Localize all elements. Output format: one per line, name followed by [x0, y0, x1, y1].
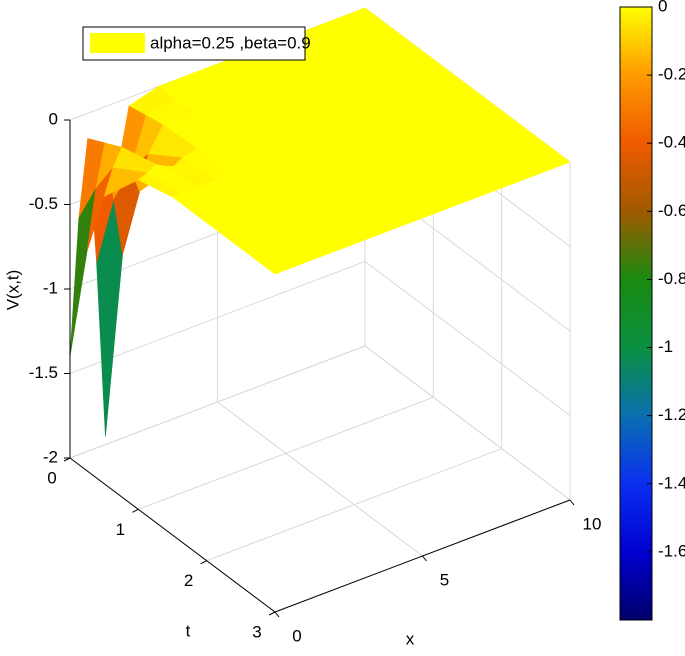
surface-patch [240, 244, 285, 275]
colorbar-tick-label: -1.4 [658, 473, 685, 492]
colorbar-tick-label: -1.6 [658, 541, 685, 560]
x-tick-label: 0 [292, 626, 301, 645]
z-axis-title: V(x,t) [3, 270, 22, 311]
x-tick-label: 10 [583, 514, 602, 533]
t-tick [63, 457, 71, 462]
t-tick-label: 0 [47, 468, 56, 487]
grid-line [138, 396, 434, 510]
x-tick-label: 5 [440, 570, 449, 589]
colorbar-tick-label: -0.4 [658, 133, 685, 152]
t-tick [132, 508, 139, 513]
legend-swatch [90, 33, 145, 53]
z-tick-label: -1 [43, 278, 58, 297]
colorbar-tick-label: -0.6 [658, 201, 685, 220]
colorbar-tick-label: -1.2 [658, 405, 685, 424]
t-axis-line [69, 457, 276, 613]
grid-line [364, 261, 571, 416]
t-tick-label: 1 [116, 520, 125, 539]
surface-patch [69, 188, 97, 357]
z-tick-label: 0 [49, 109, 58, 128]
colorbar-tick-label: -0.2 [658, 65, 685, 84]
t-tick [268, 611, 276, 616]
colorbar-tick-label: -1 [658, 337, 673, 356]
grid-line [69, 261, 366, 374]
colorbar-tick-label: 0 [658, 0, 667, 15]
x-tick [274, 611, 280, 618]
x-axis-title: x [406, 629, 415, 648]
x-tick [569, 499, 575, 506]
t-axis-title: t [186, 621, 191, 640]
grid-line [69, 345, 366, 459]
grid-line [217, 401, 423, 557]
grid-line [364, 345, 571, 501]
z-tick-label: -2 [43, 447, 58, 466]
t-tick-label: 3 [252, 622, 261, 641]
t-tick [200, 560, 207, 565]
colorbar-tick-label: -0.8 [658, 269, 685, 288]
z-tick-label: -0.5 [29, 194, 58, 213]
z-tick-label: -1.5 [29, 363, 58, 382]
x-tick [422, 555, 427, 562]
grid-line [206, 448, 502, 562]
legend-label: alpha=0.25 ,beta=0.9 [150, 33, 311, 52]
t-tick-label: 2 [184, 571, 193, 590]
colorbar [619, 6, 653, 621]
